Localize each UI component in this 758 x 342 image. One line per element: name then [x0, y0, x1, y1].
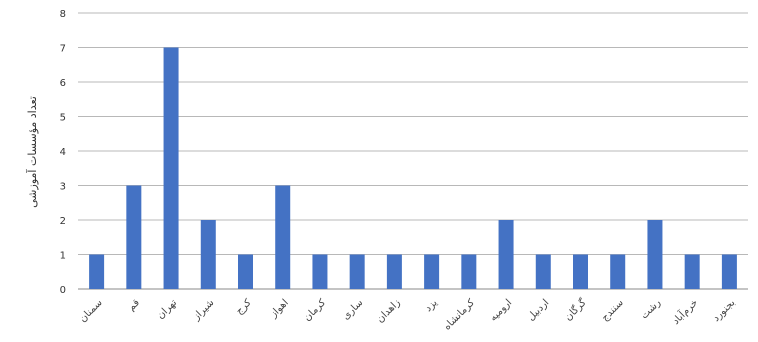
- bar: [461, 254, 477, 289]
- x-tick-label: قم: [126, 297, 142, 313]
- x-tick-label: سمنان: [77, 297, 104, 324]
- y-tick-label: 6: [60, 78, 66, 89]
- bar: [498, 220, 514, 289]
- bar: [238, 254, 253, 289]
- x-tick-label: یزد: [423, 297, 440, 314]
- bar: [386, 254, 402, 289]
- x-tick-label: گرگان: [562, 296, 589, 323]
- bar: [126, 185, 142, 289]
- bar: [163, 47, 179, 289]
- bars: [89, 47, 737, 289]
- bar: [349, 254, 365, 289]
- x-tick-label: اهواز: [268, 297, 291, 320]
- x-tick-label: خرم‌آباد: [669, 296, 700, 327]
- bar: [610, 254, 626, 289]
- x-tick-label: اردبیل: [526, 297, 552, 323]
- y-axis-ticks: 0 1 2 3 4 5 6 7 8: [60, 9, 66, 296]
- bar: [684, 254, 700, 289]
- y-tick-label: 4: [60, 147, 66, 158]
- y-tick-label: 7: [60, 44, 66, 55]
- bar: [647, 220, 663, 289]
- x-tick-label: تهران: [155, 297, 179, 321]
- x-tick-label: شیراز: [191, 297, 217, 323]
- grid-lines: [78, 12, 748, 290]
- x-tick-label: سنندج: [600, 297, 626, 323]
- bar: [535, 254, 551, 289]
- bar: [424, 254, 440, 289]
- x-tick-label: ساری: [340, 297, 365, 322]
- bar: [312, 254, 328, 289]
- y-tick-label: 0: [60, 285, 66, 296]
- bar: [573, 254, 588, 289]
- bar: [200, 220, 216, 289]
- bar: [275, 185, 291, 289]
- y-tick-label: 5: [60, 113, 66, 124]
- y-tick-label: 3: [60, 182, 66, 193]
- x-tick-label: زاهدان: [375, 297, 403, 325]
- bar: [89, 254, 105, 289]
- x-tick-label: کرج: [234, 297, 254, 317]
- x-axis-ticks: سمنان قم تهران شیراز کرج اهواز کرمان ساری زاهدان…: [77, 296, 737, 333]
- y-tick-label: 1: [60, 251, 66, 262]
- bar: [721, 254, 737, 289]
- y-tick-label: 8: [60, 9, 66, 20]
- x-tick-label: رشت: [639, 297, 663, 321]
- y-tick-label: 2: [60, 216, 66, 227]
- x-tick-label: بجنورد: [711, 297, 738, 324]
- x-tick-label: ارومیه: [488, 297, 514, 323]
- x-tick-label: کرمان: [302, 297, 328, 323]
- x-tick-label: کرمانشاه: [442, 297, 477, 332]
- y-axis-label: تعداد مؤسسات آموزشی: [25, 96, 39, 208]
